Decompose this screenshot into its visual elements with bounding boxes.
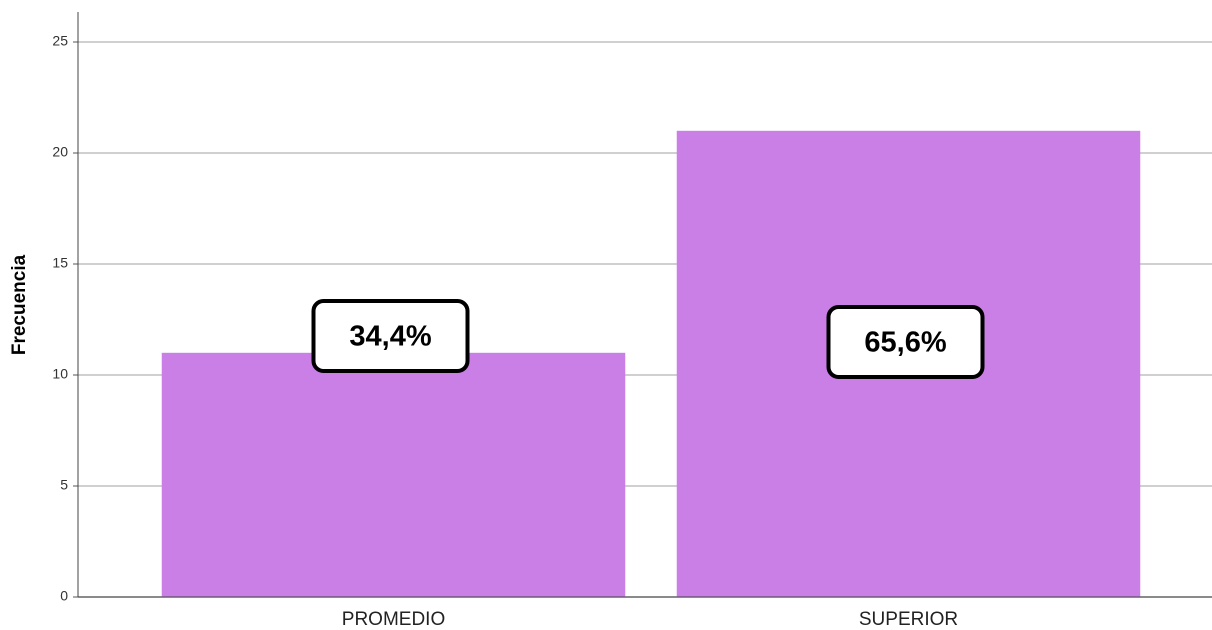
y-tick-label: 0 [60, 588, 68, 604]
y-tick-label: 25 [52, 33, 68, 49]
bar [161, 352, 626, 597]
y-tick-label: 20 [52, 144, 68, 160]
annotation: 34,4% [349, 321, 431, 353]
y-axis-label: Frecuencia [9, 254, 30, 355]
x-tick-label: SUPERIOR [859, 609, 958, 630]
y-tick-label: 15 [52, 255, 68, 271]
y-tick-label: 5 [60, 477, 68, 493]
annotation-box [826, 305, 985, 379]
annotation: 65,6% [864, 327, 946, 359]
annotation-box [311, 299, 470, 373]
x-tick-label: PROMEDIO [342, 609, 445, 630]
y-tick-label: 10 [52, 366, 68, 382]
